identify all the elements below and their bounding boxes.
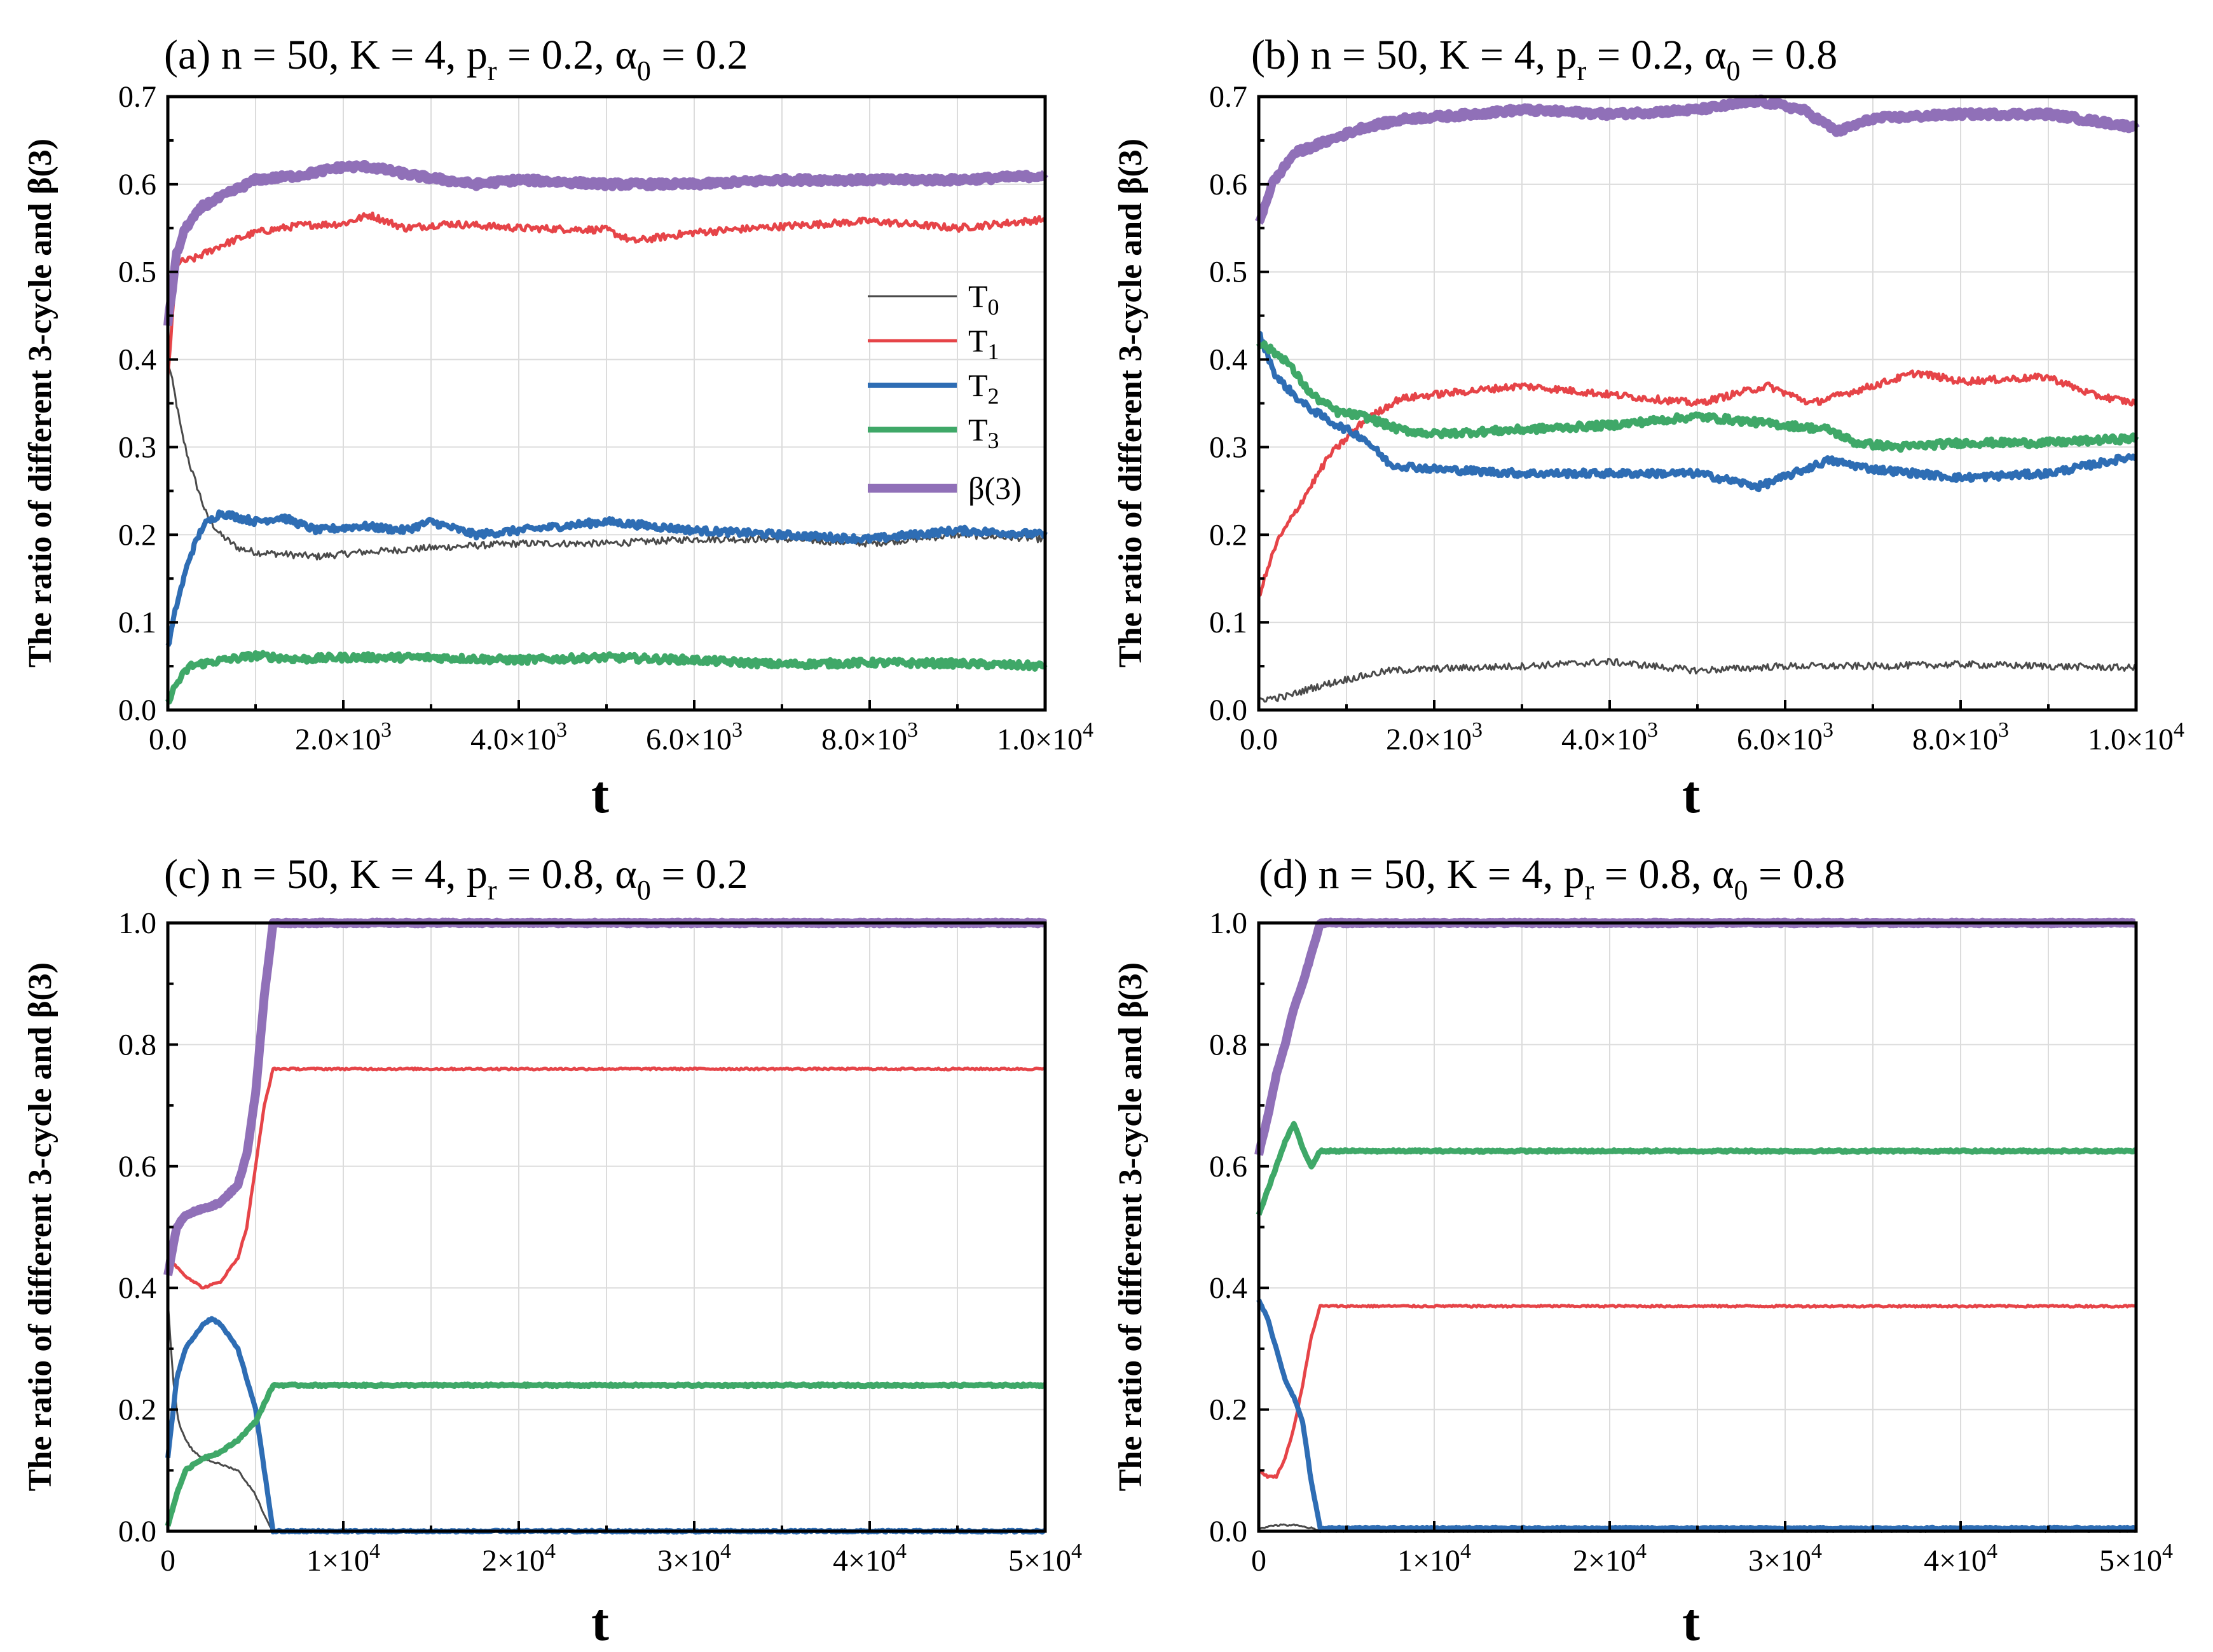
legend-label-beta: β(3) (968, 470, 1022, 506)
x-tick-label: 3×104 (1748, 1539, 1822, 1578)
legend-label-T1: T1 (968, 323, 999, 364)
panel-c: 0 1×104 2×104 3×104 4×104 5×104 0.0 0.2 0.4 0.6 0.… (22, 851, 1082, 1652)
series-line-T0 (1257, 657, 2137, 703)
x-tick-label: 4×104 (833, 1539, 907, 1578)
y-axis-label: The ratio of different 3-cycle and β(3) (22, 139, 58, 667)
y-tick-label: 0.2 (1209, 1393, 1247, 1427)
series-line-T3 (1256, 1121, 2138, 1216)
y-tick-label: 1.0 (1209, 906, 1247, 940)
panel-b: 0.0 2.0×103 4.0×103 6.0×103 8.0×103 1.0×104 0.… (1113, 32, 2184, 824)
y-tick-label: 0.0 (1209, 1515, 1247, 1548)
y-tick-label: 0.2 (1209, 518, 1247, 552)
y-tick-label: 0.5 (118, 256, 156, 289)
series-line-beta (1255, 94, 2140, 225)
x-tick-label: 4.0×103 (1561, 718, 1658, 756)
series-line-T3 (165, 650, 1048, 705)
y-tick-label: 0.8 (118, 1028, 156, 1062)
x-axis-label: t (591, 765, 609, 824)
x-axis-label: t (591, 1593, 609, 1652)
y-axis-label: The ratio of different 3-cycle and β(3) (1113, 139, 1149, 667)
y-tick-label: 0.4 (1209, 1271, 1247, 1305)
x-tick-label: 1×104 (1397, 1539, 1471, 1578)
panel-title: (d) n = 50, K = 4, pr = 0.8, α0 = 0.8 (1259, 851, 1845, 906)
x-tick-label: 2×104 (1573, 1539, 1647, 1578)
y-tick-label: 0.6 (118, 1150, 156, 1184)
x-tick-label: 0 (1251, 1544, 1266, 1578)
series-line-T1 (1257, 1304, 2137, 1479)
y-tick-label: 0.0 (118, 1515, 156, 1548)
x-tick-label: 6.0×103 (1737, 718, 1833, 756)
series-line-T1 (1258, 369, 2138, 597)
panel-title: (a) n = 50, K = 4, pr = 0.2, α0 = 0.2 (164, 32, 748, 86)
y-tick-label: 1.0 (118, 906, 156, 940)
series-line-T1 (166, 211, 1047, 376)
legend-label-T3: T3 (968, 412, 999, 453)
x-tick-label: 0 (160, 1544, 175, 1578)
y-tick-label: 0.6 (118, 168, 156, 201)
y-tick-label: 0.4 (118, 1271, 156, 1305)
y-axis-label: The ratio of different 3-cycle and β(3) (22, 962, 58, 1491)
series-line-T2 (165, 509, 1048, 647)
series-line-T2 (1257, 331, 2137, 493)
x-tick-label: 3×104 (657, 1539, 731, 1578)
y-tick-label: 0.0 (118, 693, 156, 727)
y-tick-label: 0.7 (118, 80, 156, 114)
panel-a: 0.0 2.0×103 4.0×103 6.0×103 8.0×103 1.0×104 0.… (22, 32, 1093, 824)
x-tick-label: 0.0 (149, 723, 187, 756)
y-tick-label: 0.0 (1209, 693, 1247, 727)
y-tick-label: 0.3 (118, 430, 156, 464)
x-tick-label: 0.0 (1240, 723, 1278, 756)
x-tick-label: 2.0×103 (295, 718, 392, 756)
y-tick-label: 0.8 (1209, 1028, 1247, 1062)
y-tick-label: 0.4 (1209, 343, 1247, 377)
y-tick-label: 0.2 (118, 1393, 156, 1427)
y-tick-label: 0.1 (1209, 606, 1247, 639)
y-axis-label: The ratio of different 3-cycle and β(3) (1113, 962, 1149, 1491)
x-tick-label: 4×104 (1924, 1539, 1997, 1578)
x-axis-label: t (1682, 765, 1700, 824)
x-tick-label: 8.0×103 (1912, 718, 2009, 756)
x-tick-label: 6.0×103 (646, 718, 743, 756)
y-tick-label: 0.6 (1209, 168, 1247, 201)
series-line-T1 (167, 1066, 1046, 1290)
y-tick-label: 0.2 (118, 518, 156, 552)
series-line-beta (163, 160, 1048, 327)
legend-label-T2: T2 (968, 367, 999, 409)
x-axis-label: t (1682, 1593, 1700, 1652)
x-tick-label: 2.0×103 (1386, 718, 1483, 756)
legend-label-T0: T0 (968, 278, 999, 320)
panel-title: (c) n = 50, K = 4, pr = 0.8, α0 = 0.2 (164, 851, 748, 906)
y-tick-label: 0.1 (118, 606, 156, 639)
y-tick-label: 0.7 (1209, 80, 1247, 114)
x-tick-label: 2×104 (482, 1539, 556, 1578)
x-tick-label: 4.0×103 (470, 718, 567, 756)
panel-d: 0 1×104 2×104 3×104 4×104 5×104 0.0 0.2 0.4 0.6 0.… (1113, 851, 2173, 1652)
x-tick-label: 5×104 (1008, 1539, 1082, 1578)
x-tick-label: 1.0×104 (997, 718, 1093, 756)
x-tick-label: 5×104 (2099, 1539, 2173, 1578)
y-tick-label: 0.5 (1209, 256, 1247, 289)
y-tick-label: 0.3 (1209, 430, 1247, 464)
x-tick-label: 8.0×103 (821, 718, 918, 756)
panel-title: (b) n = 50, K = 4, pr = 0.2, α0 = 0.8 (1251, 32, 1837, 86)
y-tick-label: 0.4 (118, 343, 156, 377)
x-tick-label: 1.0×104 (2088, 718, 2184, 756)
x-tick-label: 1×104 (306, 1539, 380, 1578)
series-line-T3 (1256, 340, 2139, 453)
series-line-T3 (165, 1381, 1047, 1527)
y-tick-label: 0.6 (1209, 1150, 1247, 1184)
